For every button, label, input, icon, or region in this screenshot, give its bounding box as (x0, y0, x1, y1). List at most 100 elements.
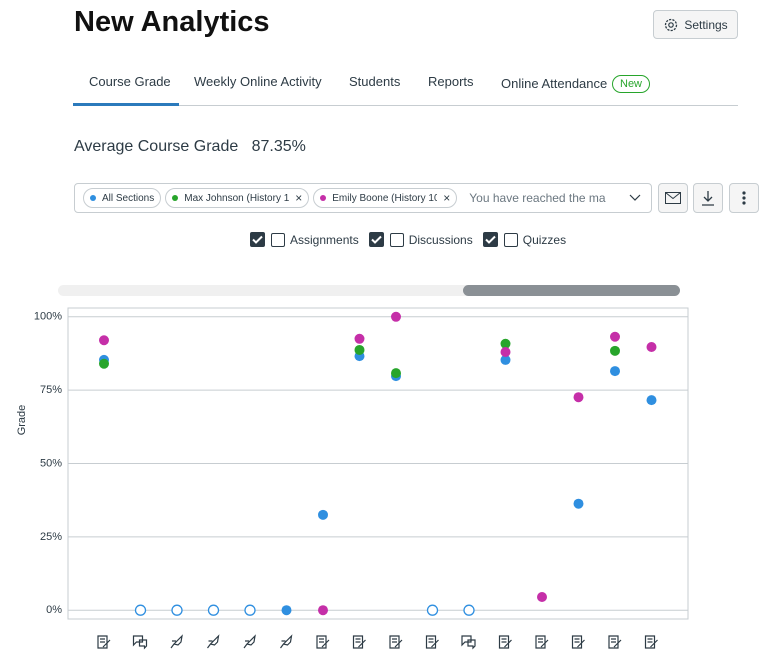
chip-remove[interactable]: × (443, 191, 451, 205)
tab[interactable]: Weekly Online Activity (194, 74, 322, 89)
average-label: Average Course Grade (74, 138, 239, 155)
data-point (610, 366, 620, 377)
data-point (99, 335, 109, 346)
y-tick-label: 50% (40, 457, 62, 469)
data-point (281, 605, 292, 616)
data-point (354, 333, 365, 344)
y-tick-label: 0% (46, 604, 62, 616)
data-point (610, 345, 620, 356)
chip-label: Max Johnson (History 10 (184, 192, 290, 204)
average-value: 87.35% (251, 138, 306, 155)
average-grade: Average Course Grade 87.35% (74, 138, 306, 156)
type-toggles: Assignments Discussions Quizzes (250, 232, 576, 247)
settings-button[interactable]: Settings (653, 10, 738, 39)
data-point (426, 604, 439, 616)
toggle-label: Assignments (290, 232, 359, 247)
chip-dot (172, 195, 179, 201)
data-point (646, 342, 657, 353)
data-point (318, 605, 328, 616)
checkbox[interactable] (482, 232, 498, 247)
category-icon-quiz (207, 634, 220, 649)
new-badge: New (612, 75, 651, 93)
data-point (500, 354, 511, 365)
check (485, 235, 496, 244)
category-icon-quiz (280, 634, 293, 649)
tab[interactable]: Course Grade (89, 74, 171, 89)
category-icon-discussion (132, 635, 148, 650)
toggle-label: Discussions (408, 232, 473, 247)
checkbox[interactable] (250, 232, 265, 247)
check (252, 235, 263, 244)
data-point (573, 392, 584, 403)
category-icon-assignment (571, 635, 585, 649)
active-tab-indicator (73, 103, 179, 106)
scroll-track (58, 285, 680, 296)
filter-chip[interactable]: Emily Boone (History 10: × (313, 188, 458, 208)
download-button[interactable] (693, 183, 723, 213)
filter-chip[interactable]: All Sections (83, 188, 162, 208)
chart: Grade 0% 25% 50% 75% 100% (16, 307, 689, 650)
tab-divider (73, 105, 738, 106)
toggle[interactable]: Discussions (368, 232, 473, 247)
check (370, 235, 382, 244)
category-icon-assignment (316, 635, 330, 649)
toggle[interactable]: Quizzes (482, 232, 567, 247)
data-point (354, 344, 365, 355)
chip-label: Emily Boone (History 10: (332, 192, 438, 204)
data-point (391, 311, 401, 322)
category-icon-assignment (644, 635, 658, 649)
data-point (573, 498, 584, 509)
y-tick-label: 25% (40, 531, 62, 543)
data-point (537, 591, 547, 602)
chip-dot (90, 195, 96, 201)
data-point (391, 368, 401, 379)
category-icon-assignment (389, 635, 403, 649)
y-tick-label: 100% (34, 311, 62, 323)
filter-placeholder: You have reached the ma (469, 191, 606, 205)
toggle[interactable]: Assignments (250, 232, 359, 247)
category-icon-assignment (535, 635, 549, 649)
data-point (244, 604, 256, 616)
chip-dot (320, 195, 327, 201)
dropdown-caret (629, 194, 641, 201)
data-point (610, 331, 620, 342)
category-icon-assignment (97, 635, 111, 649)
y-axis-label: Grade (16, 405, 28, 436)
data-point (134, 604, 147, 616)
category-icon-assignment (425, 635, 439, 649)
toggle-icon (271, 232, 285, 247)
data-point (318, 509, 328, 520)
section-filter[interactable]: All Sections Max Johnson (History 10 × Emil… (74, 183, 652, 213)
checkbox[interactable] (368, 232, 384, 247)
category-icon-assignment (608, 635, 622, 649)
chip-label: All Sections (102, 192, 155, 204)
tab[interactable]: Online Attendance (501, 76, 608, 91)
data-point (500, 338, 511, 349)
page-title: New Analytics (74, 6, 270, 38)
toggle-icon (389, 232, 404, 247)
scroll-thumb[interactable] (463, 285, 680, 296)
mail-icon (665, 192, 681, 204)
data-point (500, 347, 511, 358)
filter-chip[interactable]: Max Johnson (History 10 × (165, 188, 310, 208)
toggle-icon (503, 232, 518, 247)
category-icon-quiz (243, 634, 256, 649)
chip-remove[interactable]: × (295, 191, 303, 205)
tab[interactable]: Students (349, 74, 401, 89)
y-tick-label: 75% (40, 384, 62, 396)
tab[interactable]: Reports (428, 74, 474, 89)
category-icon-assignment (352, 635, 366, 649)
toggle-label: Quizzes (522, 232, 567, 247)
data-point (171, 604, 183, 616)
data-point (646, 395, 657, 406)
category-icon-assignment (498, 635, 512, 649)
kebab-icon (742, 191, 746, 205)
gear-icon (665, 18, 678, 31)
filter-chips: All Sections Max Johnson (History 10 × Emil… (83, 188, 461, 208)
download-icon (702, 191, 714, 206)
more-button[interactable] (729, 183, 759, 213)
data-point (207, 604, 220, 616)
category-icon-quiz (170, 634, 183, 649)
message-button[interactable] (658, 183, 688, 213)
